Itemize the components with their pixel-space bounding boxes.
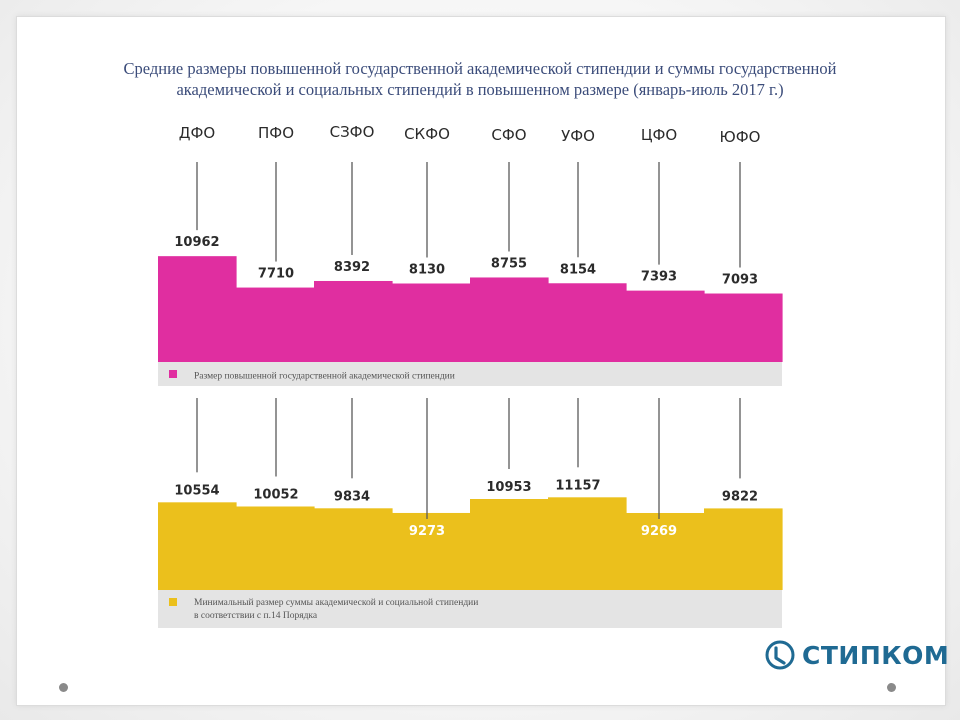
- slide-title: Средние размеры повышенной государственн…: [30, 58, 930, 100]
- region-label-6: УФО: [561, 127, 595, 145]
- top-value-label-3: 8392: [334, 260, 370, 275]
- prev-slide-dot-icon[interactable]: [59, 683, 68, 692]
- region-label-5: СФО: [491, 126, 526, 144]
- top-value-label-5: 8755: [491, 256, 527, 271]
- stipend-chart: ДФО 10962 ПФО 7710 СЗФО 8392 СКФО 8130 СФО 8755 УФ…: [158, 123, 783, 628]
- top-legend-label: Размер повышенной государственной академ…: [194, 371, 455, 382]
- top-bar-6: [548, 283, 627, 362]
- bottom-value-label-1: 10554: [174, 483, 219, 498]
- stipkom-logo[interactable]: СТИПКОМ: [764, 636, 949, 674]
- top-bar-1: [158, 256, 237, 362]
- top-value-label-7: 7393: [641, 270, 677, 285]
- top-bar-3: [314, 280, 393, 362]
- bottom-value-label-8: 9822: [722, 489, 758, 504]
- top-value-label-1: 10962: [174, 235, 219, 250]
- top-bar-2: [236, 287, 315, 362]
- next-slide-dot-icon[interactable]: [887, 683, 896, 692]
- chart-panel: ДФО 10962 ПФО 7710 СЗФО 8392 СКФО 8130 СФО 8755 УФ…: [148, 110, 794, 640]
- bottom-value-label-5: 10953: [486, 480, 531, 495]
- logo-text: СТИПКОМ: [802, 640, 950, 670]
- region-label-4: СКФО: [404, 125, 450, 143]
- slide-title-line-1: Средние размеры повышенной государственн…: [123, 59, 837, 78]
- top-legend-swatch: [169, 370, 177, 378]
- region-label-8: ЮФО: [720, 128, 761, 146]
- top-value-label-8: 7093: [722, 273, 758, 288]
- top-bar-7: [626, 290, 705, 362]
- region-label-3: СЗФО: [330, 123, 375, 141]
- bottom-bar-2: [236, 506, 315, 590]
- bottom-legend-swatch: [169, 598, 177, 606]
- bottom-value-label-2: 10052: [253, 487, 298, 502]
- bottom-legend-band: [158, 590, 782, 628]
- top-value-label-4: 8130: [409, 263, 445, 278]
- region-label-1: ДФО: [179, 124, 215, 142]
- bottom-legend-label-line-2: в соответствии с п.14 Порядка: [194, 611, 318, 621]
- top-value-label-6: 8154: [560, 262, 596, 277]
- bottom-bar-5: [470, 499, 549, 590]
- bottom-bar-7: [626, 512, 705, 590]
- bottom-legend-label-line-1: Минимальный размер суммы академической и…: [194, 597, 478, 608]
- top-legend-band: [158, 362, 782, 386]
- bottom-value-label-7: 9269: [641, 524, 677, 539]
- bottom-value-label-6: 11157: [555, 478, 600, 493]
- region-label-7: ЦФО: [641, 126, 677, 144]
- top-value-label-2: 7710: [258, 267, 294, 282]
- top-bar-5: [470, 277, 549, 362]
- stipkom-logo-icon: [765, 640, 795, 670]
- top-bar-8: [704, 293, 783, 362]
- bottom-value-label-3: 9834: [334, 489, 370, 504]
- bottom-bar-4: [392, 512, 471, 590]
- bottom-value-label-4: 9273: [409, 524, 445, 539]
- slide-title-line-2: академической и социальных стипендий в п…: [176, 80, 784, 99]
- bottom-bar-6: [548, 497, 627, 590]
- bottom-bar-1: [158, 502, 237, 590]
- region-label-2: ПФО: [258, 124, 294, 142]
- bottom-bar-3: [314, 508, 393, 590]
- top-bar-4: [392, 283, 471, 362]
- bottom-bar-8: [704, 508, 783, 590]
